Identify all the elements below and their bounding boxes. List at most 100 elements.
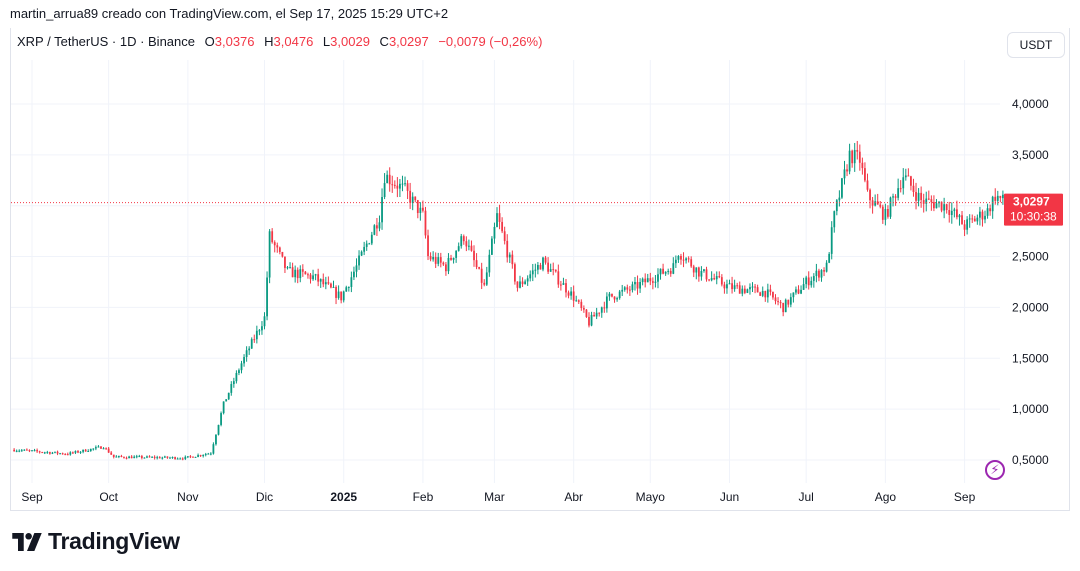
candle-body: [851, 150, 854, 164]
candle-body: [230, 384, 233, 393]
candle-body: [281, 251, 284, 257]
candle-body: [391, 184, 394, 186]
candle-body: [999, 195, 1002, 199]
candle-body: [388, 174, 391, 185]
candle-body: [84, 449, 87, 452]
candle-body: [406, 183, 409, 191]
candle-body: [217, 424, 220, 435]
candle-body: [904, 175, 907, 178]
candle-body: [475, 260, 478, 268]
candle-body: [710, 278, 713, 281]
candle-body: [381, 197, 383, 223]
candle-body: [312, 275, 314, 280]
candle-body: [948, 210, 951, 215]
candle-body: [820, 270, 823, 278]
candle-body: [1002, 194, 1004, 199]
candle-body: [485, 272, 488, 285]
candle-body: [296, 269, 299, 279]
candle-body: [268, 231, 271, 278]
candle-body: [634, 281, 636, 285]
candle-body: [452, 257, 455, 260]
candle-body: [608, 293, 611, 297]
candle-body: [496, 213, 498, 227]
candle-body: [347, 286, 350, 288]
candle-body: [74, 451, 77, 453]
candle-body: [641, 278, 644, 283]
candle-body: [179, 458, 182, 460]
candle-body: [958, 215, 961, 218]
candle-body: [603, 307, 606, 309]
candle-body: [789, 297, 792, 305]
candle-body: [432, 257, 435, 260]
open-label: O: [204, 34, 215, 49]
y-tick-label: 4,0000: [1012, 97, 1049, 111]
candle-body: [110, 452, 113, 455]
candle-body: [672, 263, 675, 274]
candle-body: [350, 277, 353, 287]
candle-body: [473, 250, 475, 261]
candle-body: [64, 454, 67, 456]
x-tick-label: Feb: [413, 490, 434, 504]
candle-body: [549, 269, 552, 272]
candle-body: [335, 286, 337, 298]
candle-body: [996, 195, 999, 201]
candle-body: [979, 211, 981, 218]
candle-body: [48, 452, 51, 454]
candle-body: [184, 456, 187, 459]
candle-body: [360, 251, 363, 256]
candle-body: [774, 297, 777, 302]
candle-body: [250, 339, 253, 349]
candle-body: [795, 289, 797, 293]
candle-body: [881, 206, 884, 220]
candle-body: [830, 227, 833, 254]
candle-body: [930, 199, 933, 203]
candle-body: [176, 458, 179, 460]
candle-body: [677, 256, 680, 260]
candle-body: [89, 448, 92, 452]
candle-body: [718, 276, 721, 278]
candle-body: [917, 192, 920, 201]
candle-body: [508, 254, 511, 258]
candle-body: [462, 236, 465, 242]
symbol-title[interactable]: XRP / TetherUS · 1D · Binance: [17, 34, 195, 49]
candle-body: [79, 451, 82, 453]
currency-button[interactable]: USDT: [1007, 32, 1065, 58]
x-tick-label: Sep: [954, 490, 976, 504]
candle-body: [33, 450, 36, 452]
close-label: C: [379, 34, 389, 49]
candle-body: [812, 276, 815, 281]
candle-body: [437, 257, 440, 264]
candle-body: [621, 289, 624, 292]
candle-body: [588, 316, 590, 326]
lightning-icon[interactable]: ⚡: [985, 460, 1005, 480]
candle-body: [662, 268, 664, 274]
candle-body: [910, 176, 912, 186]
candle-body: [986, 208, 989, 216]
candle-body: [613, 296, 616, 300]
candle-body: [238, 370, 240, 373]
candle-body: [36, 450, 39, 452]
candle-body: [618, 291, 621, 299]
candle-body: [163, 456, 166, 458]
candle-body: [396, 185, 399, 189]
candle-body: [399, 183, 401, 189]
candle-body: [373, 225, 376, 235]
candle-body: [376, 225, 378, 229]
candle-body: [128, 456, 130, 459]
candle-body: [186, 456, 189, 458]
candle-body: [759, 292, 762, 296]
candle-body: [807, 277, 810, 286]
candle-body: [715, 276, 718, 280]
candle-body: [442, 262, 445, 265]
candle-body: [562, 283, 565, 285]
candle-body: [585, 309, 588, 317]
candle-body: [31, 450, 33, 452]
candle-body: [153, 456, 156, 458]
candle-body: [304, 271, 307, 275]
y-tick-label: 0,5000: [1012, 453, 1049, 467]
candle-body: [158, 457, 161, 459]
candle-body: [784, 299, 787, 313]
candle-body: [915, 191, 917, 201]
x-tick-label: Oct: [99, 490, 118, 504]
